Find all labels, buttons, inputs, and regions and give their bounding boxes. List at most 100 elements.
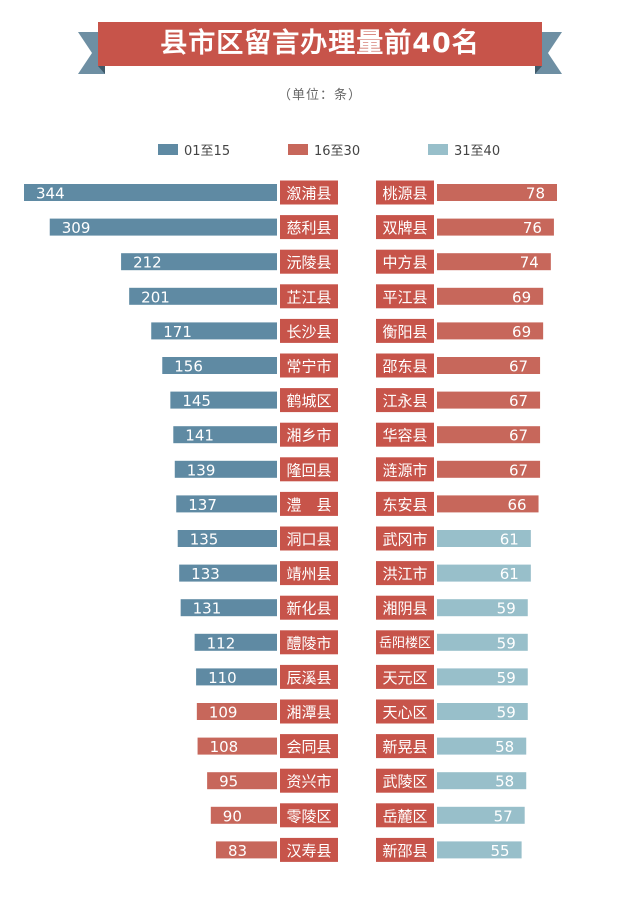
category-label-left: 慈利县 <box>286 219 331 237</box>
category-label-box-right <box>376 318 434 343</box>
category-label-right: 天元区 <box>382 669 427 687</box>
bar-value-left: 109 <box>209 704 238 722</box>
category-label-box-left <box>280 215 338 240</box>
bar-left <box>210 806 277 824</box>
bar-right <box>437 633 528 651</box>
legend-item-group-2: 16至30 <box>288 140 361 159</box>
category-label-box-left <box>280 664 338 689</box>
bar-value-right: 61 <box>500 531 519 549</box>
bar-right <box>437 287 544 305</box>
bar-left <box>174 460 277 478</box>
bar-value-right: 76 <box>523 219 542 237</box>
category-label-right: 天心区 <box>382 704 427 722</box>
bar-value-left: 108 <box>210 738 239 756</box>
banner-fold-right <box>535 66 542 74</box>
bar-value-right: 57 <box>494 807 513 825</box>
bar-value-right: 67 <box>509 427 528 445</box>
legend-label: 01至15 <box>184 144 231 159</box>
bar-value-right: 74 <box>520 254 539 272</box>
bar-value-right: 69 <box>512 323 531 341</box>
category-label-right: 平江县 <box>382 288 427 306</box>
bar-right <box>437 564 531 582</box>
bar-value-right: 58 <box>495 738 514 756</box>
bar-value-right: 59 <box>497 704 516 722</box>
banner-body <box>98 22 542 66</box>
bar-value-left: 156 <box>174 358 203 376</box>
bar-left <box>151 322 277 340</box>
category-label-box-left <box>280 561 338 586</box>
category-label-box-right <box>376 561 434 586</box>
category-label-box-right <box>376 526 434 551</box>
category-label-left: 汉寿县 <box>286 842 331 860</box>
bar-left <box>162 357 277 374</box>
category-label-right: 岳阳楼区 <box>379 636 431 651</box>
legend-item-group-1: 01至15 <box>158 140 231 159</box>
legend-swatch <box>288 144 308 155</box>
legend-label: 16至30 <box>314 144 361 159</box>
category-label-box-right <box>376 837 434 862</box>
category-label-box-right <box>376 180 434 205</box>
category-label-box-left <box>280 284 338 309</box>
bar-right <box>437 703 528 720</box>
bar-right <box>437 357 541 374</box>
category-label-left: 会同县 <box>286 738 331 756</box>
category-label-box-right <box>376 353 434 378</box>
category-label-right: 双牌县 <box>382 219 427 237</box>
category-label-right: 岳麓区 <box>382 807 427 825</box>
category-label-right: 洪江市 <box>382 565 427 583</box>
banner-fold-left <box>98 66 105 74</box>
category-label-left: 醴陵市 <box>286 634 331 652</box>
bar-left <box>173 426 277 444</box>
category-label-box-left <box>280 249 338 274</box>
bar-left <box>194 633 277 651</box>
bar-value-left: 201 <box>141 288 170 306</box>
category-label-right: 衡阳县 <box>382 323 427 341</box>
title-banner <box>78 22 562 74</box>
category-label-box-left <box>280 318 338 343</box>
category-label-box-left <box>280 526 338 551</box>
category-label-box-right <box>376 768 434 793</box>
category-label-left: 常宁市 <box>286 358 331 376</box>
category-label-right: 武冈市 <box>382 531 427 549</box>
category-label-right: 涟源市 <box>382 461 427 479</box>
category-label-right: 新晃县 <box>382 738 427 756</box>
bar-value-left: 112 <box>207 634 236 652</box>
category-label-left: 洞口县 <box>286 531 331 549</box>
bar-right <box>437 495 539 513</box>
category-label-right: 中方县 <box>382 254 427 272</box>
bar-value-right: 59 <box>497 669 516 687</box>
category-label-left: 湘乡市 <box>286 427 331 445</box>
category-label-box-left <box>280 768 338 793</box>
bar-right <box>437 737 527 755</box>
category-label-right: 江永县 <box>382 392 427 410</box>
bar-value-right: 67 <box>509 392 528 410</box>
bar-value-right: 59 <box>497 600 516 618</box>
bar-value-right: 67 <box>509 461 528 479</box>
category-label-right: 华容县 <box>382 427 427 445</box>
bar-value-left: 131 <box>193 600 222 618</box>
bar-value-right: 55 <box>491 842 510 860</box>
bar-value-right: 66 <box>507 496 526 514</box>
bar-value-right: 67 <box>509 358 528 376</box>
bar-value-left: 344 <box>36 185 65 203</box>
category-label-box-left <box>280 491 338 516</box>
bar-right <box>437 426 541 444</box>
bar-value-left: 95 <box>219 773 238 791</box>
bar-left <box>49 218 278 236</box>
bar-value-left: 133 <box>191 565 220 583</box>
bar-left <box>170 391 277 409</box>
bar-right <box>437 599 528 617</box>
bar-left <box>24 184 277 201</box>
bar-left <box>179 564 277 582</box>
category-label-box-left <box>280 180 338 205</box>
category-label-box-right <box>376 457 434 482</box>
bar-right <box>437 806 525 824</box>
category-label-box-right <box>376 215 434 240</box>
category-label-left: 长沙县 <box>286 323 331 341</box>
bar-left <box>196 703 277 720</box>
category-label-left: 芷江县 <box>286 288 331 306</box>
bar-right <box>437 772 527 790</box>
bar-value-right: 61 <box>500 565 519 583</box>
category-label-box-right <box>376 630 434 655</box>
category-label-box-right <box>376 664 434 689</box>
